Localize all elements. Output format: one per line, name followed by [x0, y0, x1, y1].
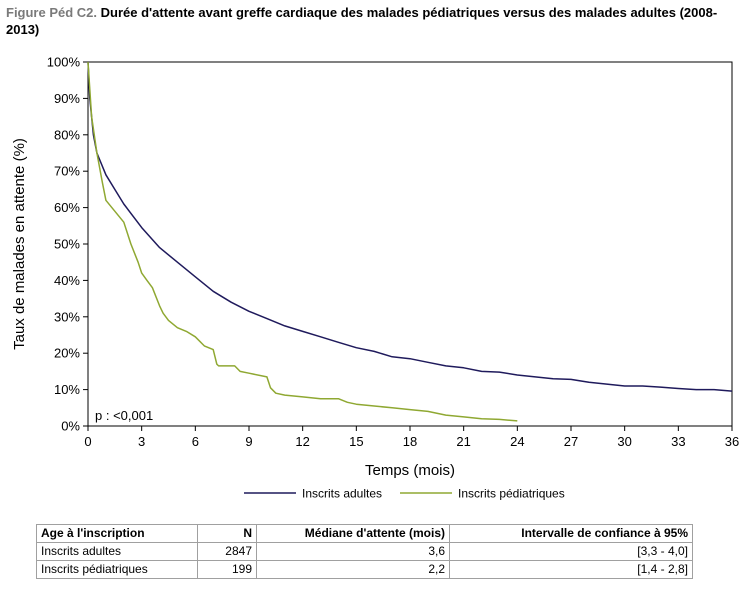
median-wait-table: Age à l'inscription N Médiane d'attente … [36, 524, 693, 579]
x-tick-label: 3 [138, 434, 145, 449]
y-tick-label: 60% [54, 200, 80, 215]
y-tick-label: 70% [54, 164, 80, 179]
header-age: Age à l'inscription [36, 524, 198, 543]
x-tick-label: 21 [456, 434, 470, 449]
cell-ci: [3,3 - 4,0] [449, 542, 693, 561]
cell-median: 2,2 [256, 560, 450, 579]
figure-caption: Durée d'attente avant greffe cardiaque d… [6, 5, 718, 37]
y-tick-label: 80% [54, 127, 80, 142]
x-tick-label: 36 [725, 434, 739, 449]
figure-title: Figure Péd C2. Durée d'attente avant gre… [6, 4, 738, 38]
table-row: Inscrits adultes 2847 3,6 [3,3 - 4,0] [36, 542, 693, 561]
x-tick-label: 15 [349, 434, 363, 449]
p-value-annotation: p : <0,001 [95, 408, 153, 423]
x-tick-label: 9 [245, 434, 252, 449]
series-line-adultes [87, 61, 733, 392]
table-row: Inscrits pédiatriques 199 2,2 [1,4 - 2,8… [36, 560, 693, 579]
cell-group: Inscrits pédiatriques [36, 560, 198, 579]
x-tick-label: 24 [510, 434, 524, 449]
cell-ci: [1,4 - 2,8] [449, 560, 693, 579]
header-median: Médiane d'attente (mois) [256, 524, 450, 543]
header-ci: Intervalle de confiance à 95% [449, 524, 693, 543]
x-tick-label: 12 [295, 434, 309, 449]
header-n: N [197, 524, 257, 543]
plot-frame [87, 61, 733, 427]
x-tick-label: 30 [617, 434, 631, 449]
x-tick-label: 0 [84, 434, 91, 449]
y-tick-label: 30% [54, 309, 80, 324]
y-tick-label: 90% [54, 91, 80, 106]
y-tick-label: 40% [54, 273, 80, 288]
table-header-row: Age à l'inscription N Médiane d'attente … [36, 524, 693, 543]
cell-group: Inscrits adultes [36, 542, 198, 561]
y-tick-label: 50% [54, 237, 80, 252]
cell-n: 2847 [197, 542, 257, 561]
y-tick-label: 20% [54, 346, 80, 361]
legend-label-adultes: Inscrits adultes [302, 487, 382, 501]
cell-n: 199 [197, 560, 257, 579]
cell-median: 3,6 [256, 542, 450, 561]
series-layer [87, 61, 733, 422]
y-tick-label: 0% [61, 419, 80, 434]
legend-label-pediatriques: Inscrits pédiatriques [458, 487, 565, 501]
x-tick-label: 6 [192, 434, 199, 449]
y-tick-label: 10% [54, 382, 80, 397]
figure-number: Figure Péd C2. [6, 5, 98, 20]
survival-chart: 0%10%20%30%40%50%60%70%80%90%100% 0 3 6 9 12… [11, 55, 739, 501]
x-tick-label: 18 [403, 434, 417, 449]
x-tick-label: 33 [671, 434, 685, 449]
y-tick-label: 100% [47, 55, 81, 70]
x-axis: 0 3 6 9 12 15 18 21 24 27 30 33 36 [84, 426, 739, 449]
y-axis-label: Taux de malades en attente (%) [11, 138, 28, 350]
x-tick-label: 27 [564, 434, 578, 449]
y-axis: 0% 10% 20% 30% 40% 50% 60% 70% 80% 90% 100% [47, 55, 88, 434]
legend: Inscrits adultes Inscrits pédiatriques [244, 487, 565, 501]
series-line-pediatriques [87, 61, 518, 422]
x-axis-label: Temps (mois) [365, 462, 455, 479]
